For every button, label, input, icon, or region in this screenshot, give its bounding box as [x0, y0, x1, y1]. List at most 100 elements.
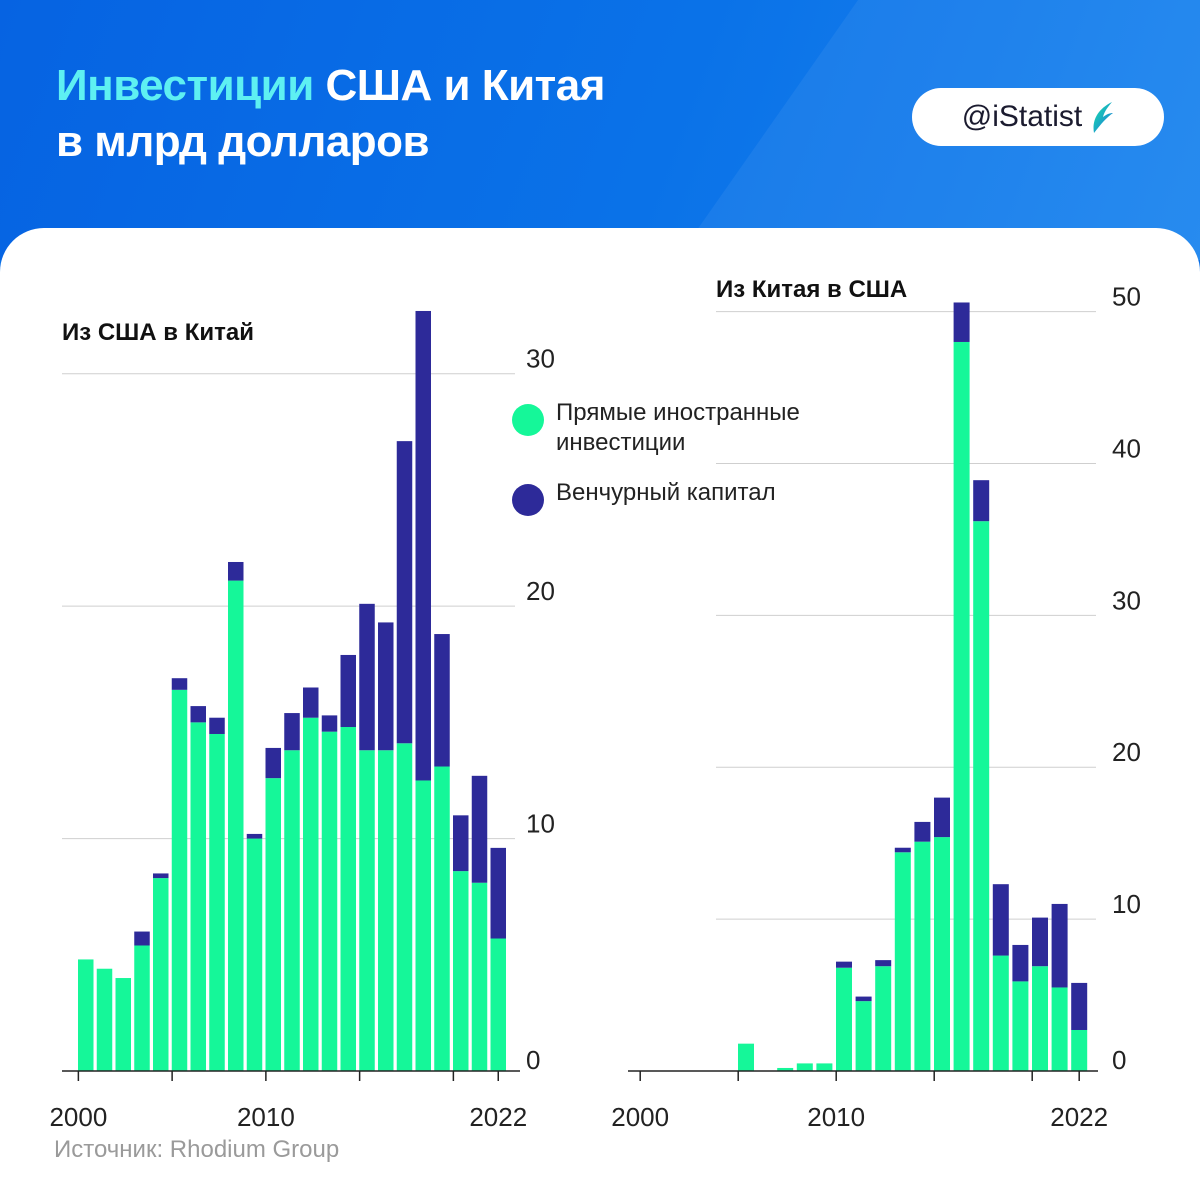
title-line2: в млрд долларов — [56, 117, 430, 166]
us-to-china-ytick-label: 0 — [526, 1045, 540, 1075]
china-to-us-bar-fdi-2022 — [1071, 1029, 1088, 1071]
us-to-china-bar-fdi-2002 — [115, 978, 131, 1071]
us-to-china-bar-vc-2011 — [284, 713, 300, 751]
legend-swatch-vc — [512, 484, 544, 516]
legend-label-fdi: Прямые иностранные инвестиции — [556, 399, 800, 456]
china-to-us-bar-fdi-2019 — [1012, 981, 1029, 1071]
us-to-china-bar-fdi-2004 — [153, 878, 169, 1071]
us-to-china-bar-vc-2007 — [209, 717, 225, 734]
us-to-china-bar-fdi-2006 — [190, 722, 206, 1071]
china-to-us-ytick-label: 10 — [1112, 889, 1141, 919]
china-to-us-ytick-label: 30 — [1112, 585, 1141, 615]
china-to-us-bar-fdi-2015 — [934, 837, 950, 1071]
us-to-china-bar-fdi-2015 — [359, 750, 375, 1071]
brand-logo-icon — [1093, 102, 1114, 133]
china-to-us-bar-fdi-2012 — [875, 966, 892, 1071]
china-to-us-bar-fdi-2005 — [738, 1043, 754, 1071]
us-to-china-bar-vc-2003 — [134, 931, 150, 946]
us-to-china-bar-vc-2008 — [228, 561, 244, 581]
china-to-us-bar-fdi-2009 — [816, 1063, 833, 1071]
us-to-china-bar-vc-2013 — [321, 715, 338, 732]
china-to-us-bar-vc-2015 — [934, 797, 950, 838]
us-to-china-bar-fdi-2003 — [134, 945, 150, 1071]
us-to-china-bar-fdi-2018 — [415, 780, 431, 1071]
legend: Прямые иностранные инвестиции Венчурный к… — [512, 398, 872, 536]
us-to-china-bar-fdi-2013 — [321, 731, 338, 1071]
us-to-china-bar-fdi-2011 — [284, 750, 300, 1071]
us-to-china-bar-fdi-2016 — [378, 750, 394, 1071]
us-to-china-xtick-label-2000: 2000 — [49, 1102, 107, 1132]
us-to-china-bar-vc-2012 — [303, 687, 319, 718]
china-to-us-bar-fdi-2020 — [1032, 966, 1048, 1071]
china-to-us-bar-fdi-2017 — [973, 521, 990, 1071]
brand-handle: @iStatist — [961, 100, 1083, 133]
us-to-china-bar-vc-2010 — [265, 747, 281, 779]
us-to-china-ytick-label: 10 — [526, 809, 555, 839]
us-to-china-bar-vc-2017 — [396, 441, 413, 744]
us-to-china-bar-vc-2015 — [359, 603, 375, 751]
us-to-china-bar-fdi-2008 — [228, 580, 244, 1071]
us-to-china-chart-title: Из США в Китай — [62, 319, 254, 346]
legend-item-fdi: Прямые иностранные инвестиции — [512, 398, 872, 458]
us-to-china-bar-fdi-2001 — [96, 968, 113, 1071]
us-to-china-bar-vc-2006 — [190, 706, 206, 723]
us-to-china-bar-fdi-2017 — [396, 743, 413, 1071]
legend-swatch-fdi — [512, 404, 544, 436]
china-to-us-bar-vc-2017 — [973, 480, 990, 522]
us-to-china-xtick-label-2010: 2010 — [237, 1102, 295, 1132]
china-to-us-bar-fdi-2014 — [914, 841, 931, 1071]
china-to-us-ytick-label: 20 — [1112, 737, 1141, 767]
legend-item-vc: Венчурный капитал — [512, 478, 872, 516]
china-to-us-bar-vc-2011 — [855, 996, 872, 1002]
china-to-us-bar-vc-2018 — [992, 884, 1009, 956]
china-to-us-bar-fdi-2008 — [796, 1063, 813, 1071]
us-to-china-bar-vc-2014 — [340, 654, 356, 728]
us-to-china-ytick-label: 20 — [526, 576, 555, 606]
us-to-china-ytick-label: 30 — [526, 344, 555, 374]
us-to-china-bar-vc-2021 — [471, 775, 488, 883]
china-to-us-bar-fdi-2013 — [894, 852, 911, 1071]
china-to-us-bar-vc-2020 — [1032, 917, 1048, 967]
us-to-china-bar-fdi-2020 — [453, 871, 469, 1071]
us-to-china-bar-vc-2005 — [171, 678, 188, 690]
china-to-us-chart-title: Из Китая в США — [716, 276, 907, 303]
china-to-us-bar-vc-2016 — [953, 302, 970, 342]
us-to-china-bar-fdi-2014 — [340, 727, 356, 1071]
us-to-china-bar-fdi-2012 — [303, 717, 319, 1071]
brand-badge[interactable]: @iStatist — [912, 88, 1164, 146]
us-to-china-bar-fdi-2022 — [490, 938, 506, 1071]
china-to-us-bar-vc-2022 — [1071, 982, 1088, 1030]
china-to-us-ytick-label: 0 — [1112, 1045, 1126, 1075]
china-to-us-bar-fdi-2011 — [855, 1001, 872, 1071]
us-to-china-xtick-label-2022: 2022 — [469, 1102, 527, 1132]
title-line1-rest: США и Китая — [313, 61, 606, 110]
china-to-us-bar-fdi-2018 — [992, 955, 1009, 1071]
us-to-china-bar-fdi-2010 — [265, 778, 281, 1071]
china-to-us-bar-fdi-2007 — [777, 1067, 794, 1071]
china-to-us-bar-vc-2010 — [836, 961, 852, 968]
us-to-china-bar-vc-2004 — [153, 873, 169, 879]
china-to-us-ytick-label: 40 — [1112, 433, 1141, 463]
china-to-us-bar-vc-2013 — [894, 847, 911, 853]
china-to-us-bar-fdi-2016 — [953, 341, 970, 1071]
china-to-us-bar-vc-2021 — [1051, 903, 1068, 988]
us-to-china-bar-vc-2019 — [434, 634, 450, 767]
china-to-us-xtick-label-2010: 2010 — [807, 1102, 865, 1132]
us-to-china-bar-fdi-2009 — [246, 838, 263, 1071]
legend-label-vc: Венчурный капитал — [556, 479, 776, 506]
china-to-us-bar-fdi-2021 — [1051, 987, 1068, 1071]
us-to-china-bar-vc-2009 — [246, 833, 263, 839]
us-to-china-bar-fdi-2019 — [434, 766, 450, 1071]
china-to-us-bar-vc-2012 — [875, 960, 892, 967]
us-to-china-bar-fdi-2005 — [171, 689, 188, 1071]
china-to-us-xtick-label-2022: 2022 — [1050, 1102, 1108, 1132]
us-to-china-bar-vc-2020 — [453, 815, 469, 872]
us-to-china-bar-vc-2022 — [490, 847, 506, 939]
us-to-china-bar-fdi-2021 — [471, 882, 488, 1071]
china-to-us-xtick-label-2000: 2000 — [611, 1102, 669, 1132]
us-to-china-bar-fdi-2000 — [78, 959, 94, 1071]
us-to-china-bar-vc-2016 — [378, 622, 394, 751]
china-to-us-bar-fdi-2010 — [836, 967, 852, 1071]
us-to-china-bar-fdi-2007 — [209, 733, 225, 1071]
